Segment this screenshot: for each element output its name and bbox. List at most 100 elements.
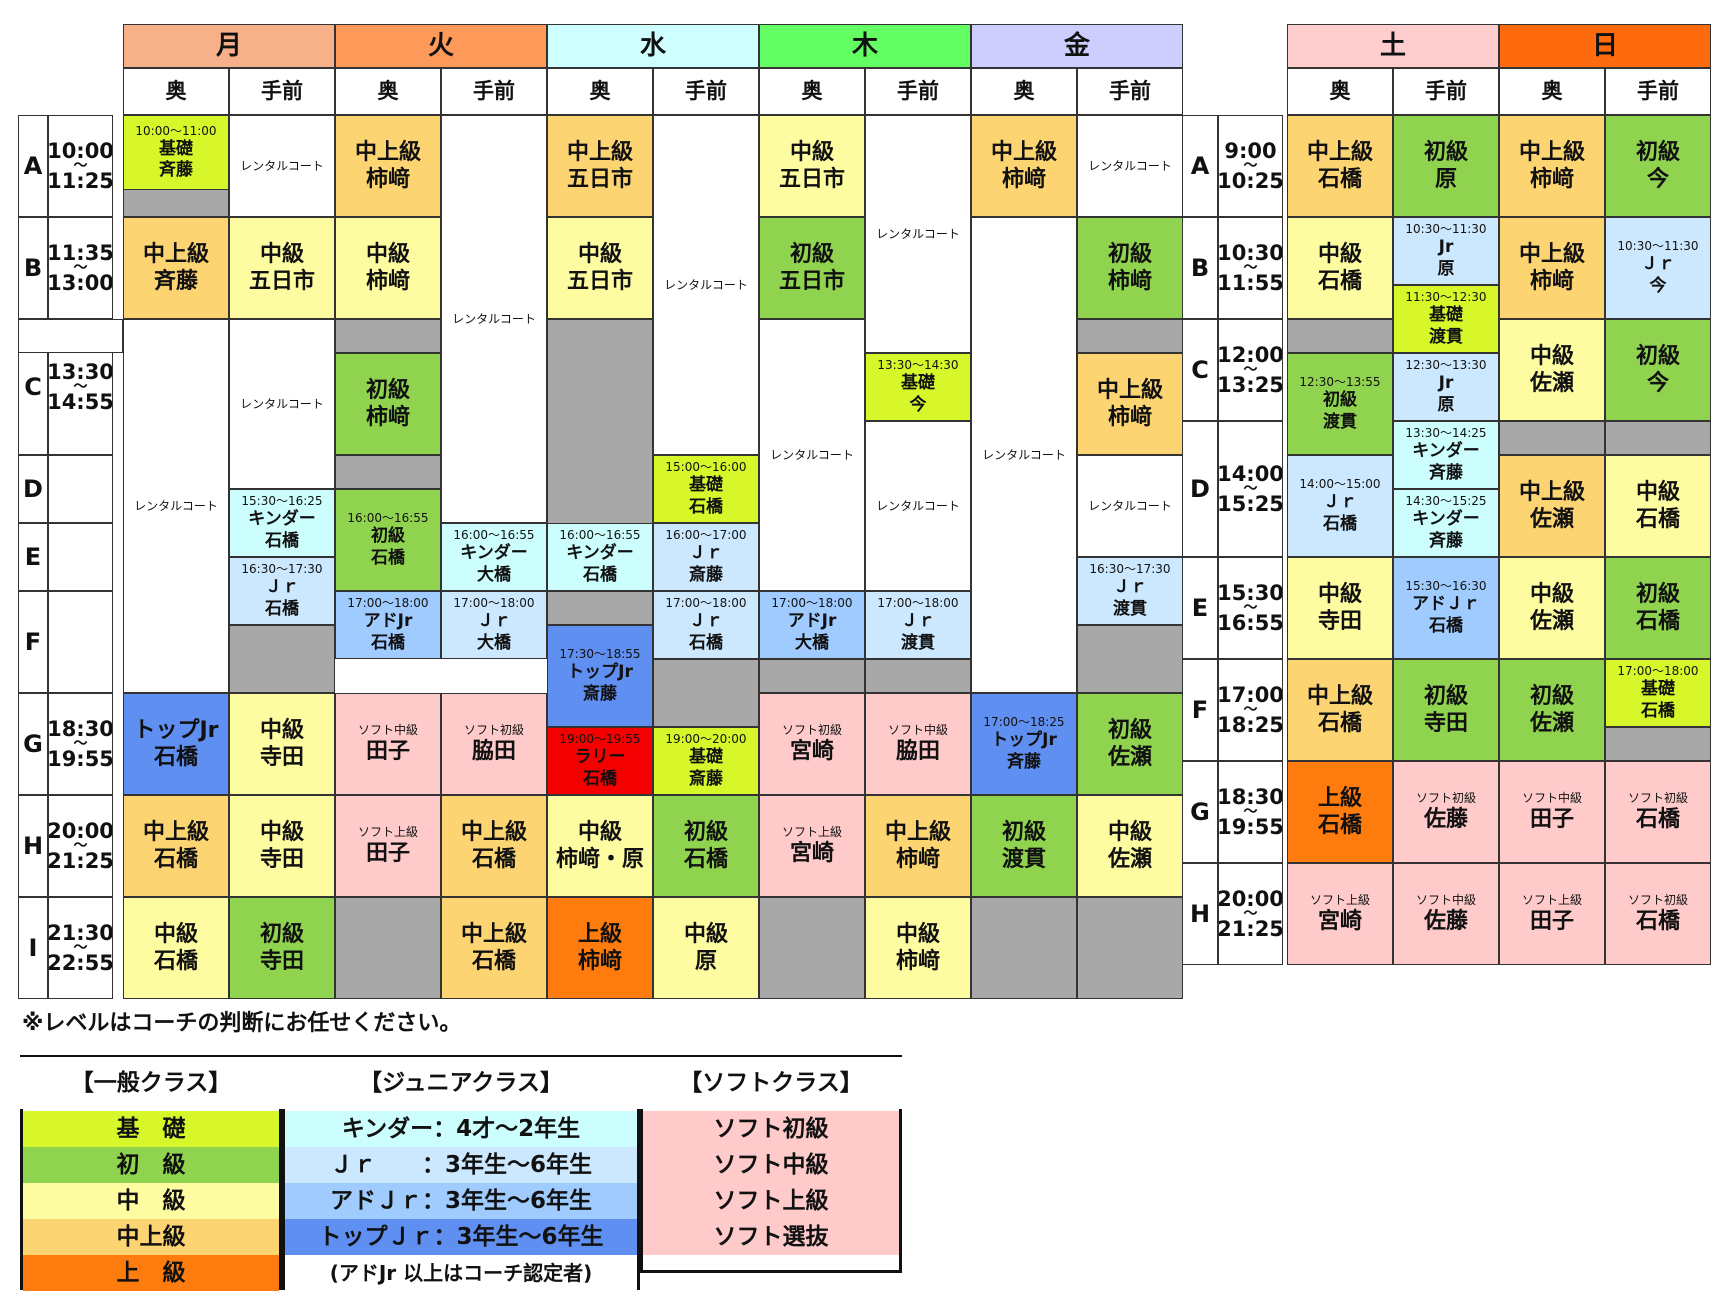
class-cell[interactable]: 上級 柿﨑 xyxy=(547,897,653,999)
class-cell[interactable]: 中上級 斉藤 xyxy=(123,217,229,319)
class-cell[interactable]: 12:30〜13:55 初級 渡貫 xyxy=(1287,353,1393,455)
class-cell[interactable]: 19:00〜19:55 ラリー 石橋 xyxy=(547,727,653,795)
rental-court-cell[interactable]: レンタルコート xyxy=(1077,115,1183,217)
rental-court-cell[interactable]: レンタルコート xyxy=(229,319,335,489)
class-cell[interactable]: 中上級 佐瀬 xyxy=(1499,455,1605,557)
class-cell[interactable]: 16:00〜17:00 Ｊｒ 斎藤 xyxy=(653,523,759,591)
class-cell[interactable]: 13:30〜14:25 キンダー 斉藤 xyxy=(1393,421,1499,489)
rental-court-cell[interactable]: レンタルコート xyxy=(1077,455,1183,557)
class-cell[interactable]: 初級今 xyxy=(1605,115,1711,217)
class-cell[interactable]: 14:00〜15:00 Ｊｒ 石橋 xyxy=(1287,455,1393,557)
class-cell[interactable]: 中級 柿﨑・原 xyxy=(547,795,653,897)
class-cell[interactable]: 中上級 石橋 xyxy=(1287,659,1393,761)
class-cell[interactable]: 16:00〜16:55 キンダー 大橋 xyxy=(441,523,547,591)
class-cell[interactable]: 中級 石橋 xyxy=(123,897,229,999)
class-cell[interactable]: 中級 柿﨑 xyxy=(865,897,971,999)
class-cell[interactable]: 中上級 柿﨑 xyxy=(1499,115,1605,217)
class-cell[interactable]: 中上級 柿﨑 xyxy=(971,115,1077,217)
class-cell[interactable]: 17:30〜18:55 トップJr 斎藤 xyxy=(547,625,653,727)
class-cell[interactable]: ソフト初級 佐藤 xyxy=(1393,761,1499,863)
class-cell[interactable]: ソフト上級 田子 xyxy=(335,795,441,897)
class-cell[interactable]: 初級 石橋 xyxy=(1605,557,1711,659)
class-cell[interactable]: 中級 五日市 xyxy=(547,217,653,319)
class-cell[interactable]: ソフト上級 宮崎 xyxy=(759,795,865,897)
class-cell[interactable]: 初級 寺田 xyxy=(229,897,335,999)
class-cell[interactable]: 中級 石橋 xyxy=(1287,217,1393,319)
class-cell[interactable]: 中級 柿﨑 xyxy=(335,217,441,319)
class-cell[interactable]: 初級 柿﨑 xyxy=(335,353,441,455)
class-cell[interactable]: 17:00〜18:00 アドJr 石橋 xyxy=(335,591,441,659)
class-cell[interactable]: ソフト上級 宮崎 xyxy=(1287,863,1393,965)
class-cell[interactable]: 中級 寺田 xyxy=(229,795,335,897)
class-cell[interactable]: 12:30〜13:30 Jr 原 xyxy=(1393,353,1499,421)
class-cell[interactable]: ソフト初級 石橋 xyxy=(1605,863,1711,965)
class-cell[interactable]: 中級 寺田 xyxy=(1287,557,1393,659)
class-cell[interactable]: 19:00〜20:00 基礎 斎藤 xyxy=(653,727,759,795)
class-cell[interactable]: ソフト初級 脇田 xyxy=(441,693,547,795)
class-cell[interactable]: 17:00〜18:25 トップJr 斉藤 xyxy=(971,693,1077,795)
class-cell[interactable]: 中上級 石橋 xyxy=(1287,115,1393,217)
class-cell[interactable]: ソフト初級 宮崎 xyxy=(759,693,865,795)
class-cell[interactable]: 14:30〜15:25 キンダー 斉藤 xyxy=(1393,489,1499,557)
class-cell[interactable]: 17:00〜18:00 Ｊｒ 石橋 xyxy=(653,591,759,659)
class-cell[interactable]: 中上級 柿﨑 xyxy=(1077,353,1183,455)
class-cell[interactable]: 中上級 五日市 xyxy=(547,115,653,217)
class-cell[interactable]: 16:00〜16:55 キンダー 石橋 xyxy=(547,523,653,591)
class-cell[interactable]: 16:30〜17:30 Ｊｒ 石橋 xyxy=(229,557,335,625)
class-cell[interactable]: 上級 石橋 xyxy=(1287,761,1393,863)
class-cell[interactable]: 中級原 xyxy=(653,897,759,999)
class-cell[interactable]: 初級今 xyxy=(1605,319,1711,421)
class-cell[interactable]: 中上級 柿﨑 xyxy=(335,115,441,217)
class-cell[interactable]: 初級 柿﨑 xyxy=(1077,217,1183,319)
class-cell[interactable]: 中級 佐瀬 xyxy=(1077,795,1183,897)
class-cell[interactable]: 10:00〜11:00 基礎 斉藤 xyxy=(123,115,229,190)
class-cell[interactable]: 17:00〜18:00 基礎 石橋 xyxy=(1605,659,1711,727)
rental-court-cell[interactable]: レンタルコート xyxy=(123,319,229,693)
class-cell[interactable]: 中級 五日市 xyxy=(759,115,865,217)
class-cell[interactable]: 初級 石橋 xyxy=(653,795,759,897)
class-cell[interactable]: 15:30〜16:25 キンダー 石橋 xyxy=(229,489,335,557)
class-cell[interactable]: トップJr 石橋 xyxy=(123,693,229,795)
class-cell[interactable]: 初級原 xyxy=(1393,115,1499,217)
class-cell[interactable]: 中級 寺田 xyxy=(229,693,335,795)
class-cell[interactable]: 中上級 柿﨑 xyxy=(865,795,971,897)
class-cell[interactable]: 16:00〜16:55 初級 石橋 xyxy=(335,489,441,591)
class-cell[interactable]: 10:30〜11:30 Jr 原 xyxy=(1393,217,1499,285)
class-cell[interactable]: 13:30〜14:30 基礎今 xyxy=(865,353,971,421)
class-cell[interactable]: 初級 五日市 xyxy=(759,217,865,319)
class-cell[interactable]: 15:30〜16:30 アドＪｒ 石橋 xyxy=(1393,557,1499,659)
class-time: 12:30〜13:30 xyxy=(1405,358,1487,373)
class-cell[interactable]: 初級 寺田 xyxy=(1393,659,1499,761)
class-cell[interactable]: 17:00〜18:00 アドJr 大橋 xyxy=(759,591,865,659)
rental-court-cell[interactable]: レンタルコート xyxy=(441,115,547,523)
class-cell[interactable]: 中上級 石橋 xyxy=(441,795,547,897)
rental-court-cell[interactable]: レンタルコート xyxy=(759,319,865,591)
class-cell[interactable]: 初級 佐瀬 xyxy=(1499,659,1605,761)
class-cell[interactable]: 中級 石橋 xyxy=(1605,455,1711,557)
class-cell[interactable]: 初級 佐瀬 xyxy=(1077,693,1183,795)
rental-court-cell[interactable]: レンタルコート xyxy=(229,115,335,217)
class-cell[interactable]: 15:00〜16:00 基礎 石橋 xyxy=(653,455,759,523)
class-cell[interactable]: ソフト中級 田子 xyxy=(335,693,441,795)
class-cell[interactable]: 中上級 石橋 xyxy=(441,897,547,999)
class-cell[interactable]: 16:30〜17:30 Ｊｒ 渡貫 xyxy=(1077,557,1183,625)
class-cell[interactable]: 中級 佐瀬 xyxy=(1499,319,1605,421)
class-cell[interactable]: ソフト中級 脇田 xyxy=(865,693,971,795)
class-cell[interactable]: 中級 五日市 xyxy=(229,217,335,319)
class-cell[interactable]: 中上級 石橋 xyxy=(123,795,229,897)
class-cell[interactable]: ソフト初級 石橋 xyxy=(1605,761,1711,863)
rental-court-cell[interactable]: レンタルコート xyxy=(971,217,1077,693)
class-cell[interactable]: 11:30〜12:30 基礎 渡貫 xyxy=(1393,285,1499,353)
class-cell[interactable]: 17:00〜18:00 Ｊｒ 大橋 xyxy=(441,591,547,659)
class-cell[interactable]: 初級 渡貫 xyxy=(971,795,1077,897)
class-cell[interactable]: 17:00〜18:00 Ｊｒ 渡貫 xyxy=(865,591,971,659)
class-cell[interactable]: 中上級 柿﨑 xyxy=(1499,217,1605,319)
class-cell[interactable]: ソフト上級 田子 xyxy=(1499,863,1605,965)
class-cell[interactable]: 中級 佐瀬 xyxy=(1499,557,1605,659)
class-cell[interactable]: ソフト中級 佐藤 xyxy=(1393,863,1499,965)
rental-court-cell[interactable]: レンタルコート xyxy=(653,115,759,455)
rental-court-cell[interactable]: レンタルコート xyxy=(865,421,971,591)
rental-court-cell[interactable]: レンタルコート xyxy=(865,115,971,353)
class-cell[interactable]: 10:30〜11:30 Ｊｒ 今 xyxy=(1605,217,1711,319)
class-cell[interactable]: ソフト中級 田子 xyxy=(1499,761,1605,863)
